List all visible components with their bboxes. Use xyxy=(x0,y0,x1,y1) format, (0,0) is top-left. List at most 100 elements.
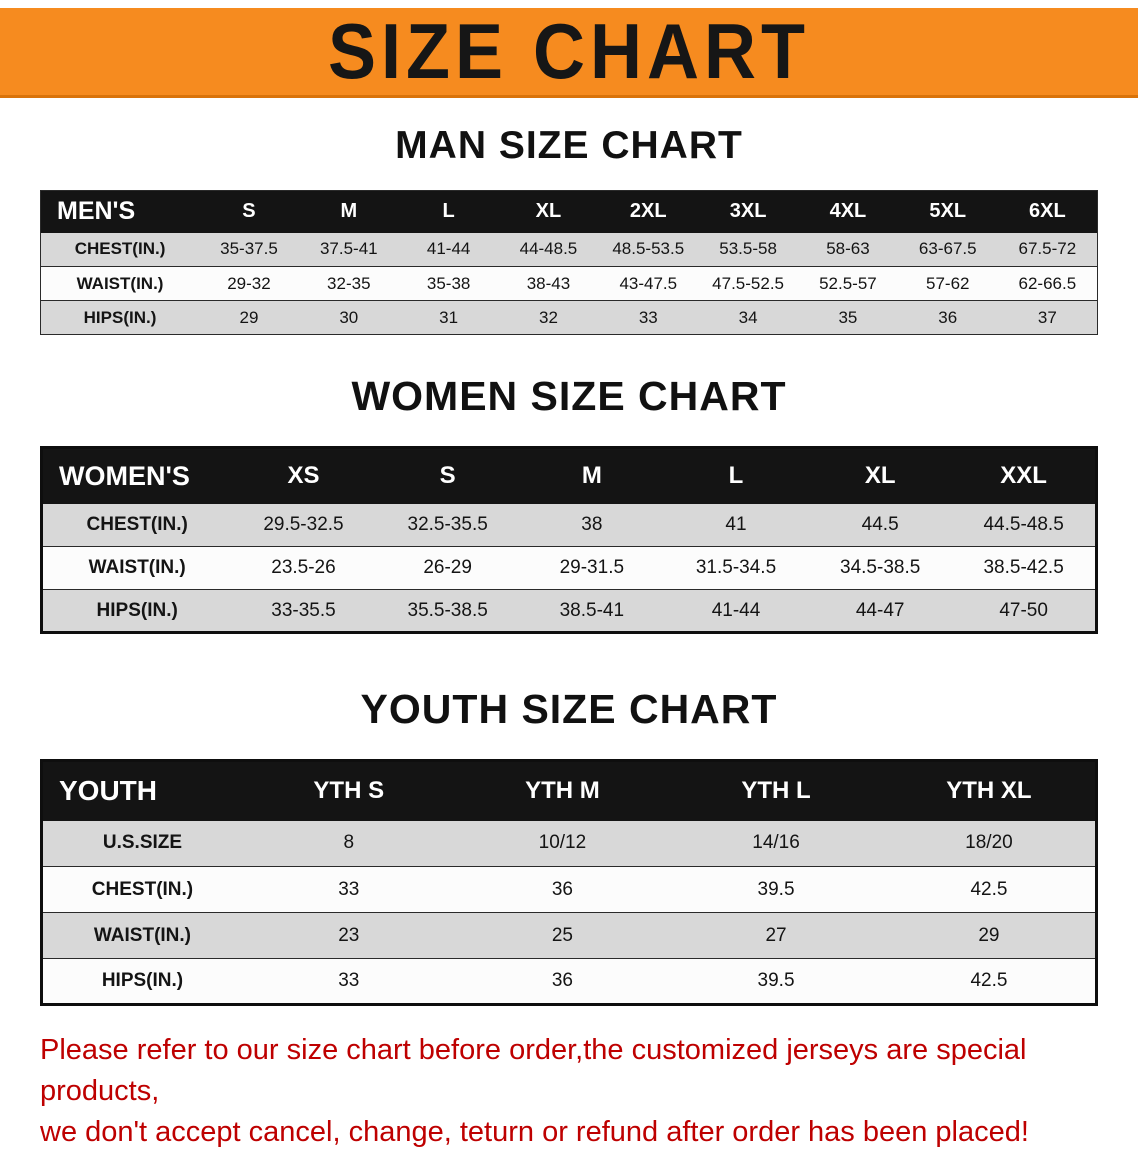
size-value: 44.5 xyxy=(861,513,899,535)
size-value: 32 xyxy=(538,307,558,327)
row-label: CHEST(IN.) xyxy=(74,239,166,259)
table-row: HIPS(IN.) 33-35.5 35.5-38.5 38.5-41 41-44 44-… xyxy=(41,589,1097,633)
size-value: 31.5-34.5 xyxy=(695,557,777,578)
row-label: WAIST(IN.) xyxy=(88,557,186,578)
size-value: 62-66.5 xyxy=(1018,273,1077,293)
size-value: 35-37.5 xyxy=(220,239,278,259)
size-column-header: XXL xyxy=(952,447,1097,504)
women-section-heading: WOMEN SIZE CHART xyxy=(351,373,787,419)
table-title-cell: WOMEN'S xyxy=(41,447,232,504)
size-value: 37 xyxy=(1037,307,1057,327)
size-column-header: YTH S xyxy=(241,760,456,821)
size-column-header: YTH XL xyxy=(882,760,1097,821)
size-column-header: 4XL xyxy=(798,190,898,233)
size-value: 23.5-26 xyxy=(271,557,336,578)
size-value: 29.5-32.5 xyxy=(263,513,344,535)
size-value: 36 xyxy=(551,970,573,991)
size-value: 8 xyxy=(343,832,355,854)
table-row: CHEST(IN.) 33 36 39.5 42.5 xyxy=(41,866,1097,913)
size-value: 30 xyxy=(339,307,359,327)
size-value: 34.5-38.5 xyxy=(840,557,921,578)
size-value: 39.5 xyxy=(757,878,795,900)
table-row: WAIST(IN.) 29-32 32-35 35-38 38-43 43-47.5 47.… xyxy=(40,266,1098,301)
size-value: 52.5-57 xyxy=(819,273,877,293)
size-value: 29-32 xyxy=(227,273,271,293)
size-column-header: XL xyxy=(498,190,599,233)
header-row: YOUTH YTH S YTH M YTH L YTH XL xyxy=(41,760,1097,821)
row-label: WAIST(IN.) xyxy=(93,924,192,946)
row-label: CHEST(IN.) xyxy=(86,513,188,535)
row-label: HIPS(IN.) xyxy=(101,970,184,991)
size-value: 44.5-48.5 xyxy=(983,513,1064,535)
size-value: 57-62 xyxy=(926,273,970,293)
size-value: 29 xyxy=(978,924,1000,946)
size-value: 41-44 xyxy=(426,239,471,259)
disclaimer-line-1: Please refer to our size chart before or… xyxy=(40,1034,1027,1108)
size-value: 41 xyxy=(725,513,747,535)
table-row: HIPS(IN.) 33 36 39.5 42.5 xyxy=(41,958,1097,1005)
table-row: WAIST(IN.) 23 25 27 29 xyxy=(41,912,1097,959)
size-value: 58-63 xyxy=(826,239,870,259)
youth-section-heading: YOUTH SIZE CHART xyxy=(360,686,778,732)
size-column-header: XL xyxy=(808,447,953,504)
size-column-header: M xyxy=(298,190,399,233)
size-value: 44-48.5 xyxy=(519,239,578,259)
header-row: MEN'S S M L XL 2XL 3XL 4XL 5XL 6XL xyxy=(40,190,1098,233)
size-value: 39.5 xyxy=(757,970,795,991)
size-value: 33 xyxy=(338,970,360,991)
disclaimer-line-2: we don't accept cancel, change, teturn o… xyxy=(40,1116,1029,1149)
table-row: WAIST(IN.) 23.5-26 26-29 29-31.5 31.5-34.5 34… xyxy=(41,546,1097,590)
page-title: SIZE CHART xyxy=(328,8,810,95)
size-value: 29-31.5 xyxy=(559,557,625,578)
size-value: 47-50 xyxy=(999,599,1048,621)
size-value: 41-44 xyxy=(711,599,761,621)
table-row: U.S.SIZE 8 10/12 14/16 18/20 xyxy=(41,820,1097,867)
size-value: 44-47 xyxy=(855,599,905,621)
size-value: 43-47.5 xyxy=(619,273,678,293)
size-value: 42.5 xyxy=(970,878,1008,900)
size-chart-banner: SIZE CHART xyxy=(0,8,1138,98)
size-value: 38-43 xyxy=(526,273,571,293)
size-value: 53.5-58 xyxy=(719,239,777,259)
row-label: WAIST(IN.) xyxy=(76,273,164,293)
size-column-header: YTH L xyxy=(669,760,883,821)
size-value: 35 xyxy=(838,307,858,327)
youth-size-table: YOUTH YTH S YTH M YTH L YTH XL U.S.SIZE 8 10/12… xyxy=(40,759,1098,1006)
size-value: 38.5-42.5 xyxy=(983,557,1064,578)
size-value: 33 xyxy=(638,307,658,327)
size-value: 35-38 xyxy=(426,273,471,293)
size-column-header: YTH M xyxy=(455,760,670,821)
size-value: 10/12 xyxy=(538,832,587,854)
size-value: 27 xyxy=(765,924,787,946)
size-column-header: M xyxy=(519,447,664,504)
table-title-cell: MEN'S xyxy=(40,190,200,233)
table-row: CHEST(IN.) 29.5-32.5 32.5-35.5 38 41 44.5 44.5… xyxy=(41,503,1097,547)
row-label: CHEST(IN.) xyxy=(91,878,194,900)
men-section-heading: MAN SIZE CHART xyxy=(395,124,743,167)
size-value: 47.5-52.5 xyxy=(712,273,785,293)
size-value: 26-29 xyxy=(423,557,472,578)
size-value: 23 xyxy=(338,924,360,946)
size-value: 31 xyxy=(439,307,459,327)
header-row: WOMEN'S XS S M L XL XXL xyxy=(41,447,1097,504)
size-value: 14/16 xyxy=(752,832,800,854)
table-row: CHEST(IN.) 35-37.5 37.5-41 41-44 44-48.5 48.5… xyxy=(40,232,1098,267)
size-value: 36 xyxy=(938,307,958,327)
disclaimer-text: Please refer to our size chart before or… xyxy=(40,1030,1098,1154)
size-value: 63-67.5 xyxy=(918,239,977,259)
size-column-header: XS xyxy=(231,447,376,504)
row-label: HIPS(IN.) xyxy=(96,599,178,621)
women-size-table: WOMEN'S XS S M L XL XXL CHEST(IN.) 29.5-32.5 32.5… xyxy=(40,446,1098,634)
men-size-table: MEN'S S M L XL 2XL 3XL 4XL 5XL 6XL CHEST(IN.) 35-37… xyxy=(40,190,1098,335)
size-value: 42.5 xyxy=(970,970,1008,991)
table-title-cell: YOUTH xyxy=(41,760,242,821)
size-column-header: L xyxy=(663,447,809,504)
size-column-header: S xyxy=(199,190,299,233)
size-value: 33-35.5 xyxy=(271,599,336,621)
row-label: U.S.SIZE xyxy=(102,832,183,854)
size-value: 37.5-41 xyxy=(319,239,378,259)
size-value: 67.5-72 xyxy=(1018,239,1077,259)
size-value: 32-35 xyxy=(327,273,371,293)
size-column-header: 6XL xyxy=(997,190,1098,233)
size-value: 29 xyxy=(239,307,259,327)
